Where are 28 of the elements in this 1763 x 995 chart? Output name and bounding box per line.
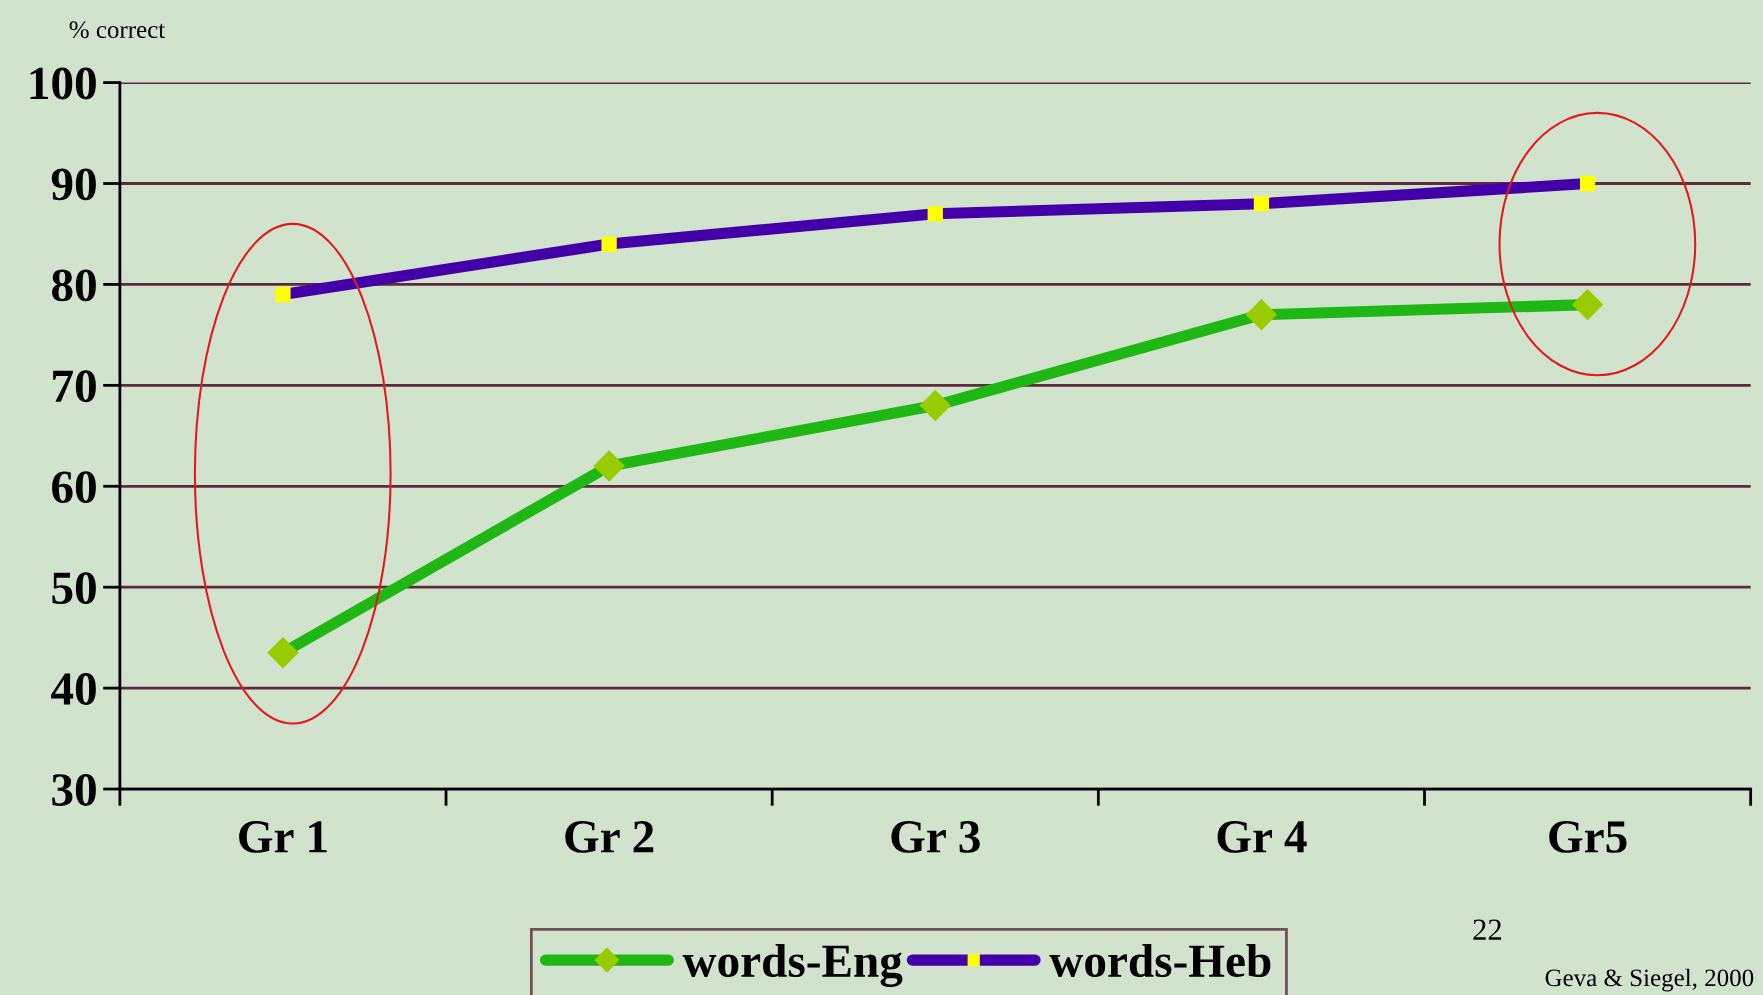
point [919, 389, 951, 422]
legend-label: words-Eng [682, 943, 903, 988]
point [927, 206, 943, 222]
point [275, 286, 291, 303]
point [1245, 298, 1278, 331]
point [1579, 175, 1596, 192]
x-tick-label: Gr 1 [239, 821, 327, 853]
y-tick-label: 90 [51, 168, 96, 201]
y-tick-label: 100 [30, 67, 96, 100]
point [267, 637, 299, 669]
point [593, 450, 625, 482]
y-tick-label: 70 [53, 370, 96, 403]
text: 22 [1473, 919, 1501, 940]
y-axis-title: % correct [69, 21, 166, 39]
text: Geva & Siegel, 2000 [1545, 968, 1754, 992]
point [1571, 288, 1604, 321]
point [1253, 196, 1270, 212]
point [601, 236, 617, 252]
y-tick-label: 80 [52, 269, 96, 302]
y-tick-label: 40 [51, 673, 96, 705]
x-tick-label: Gr 3 [891, 821, 980, 853]
x-tick-label: Gr 4 [1217, 821, 1307, 853]
x-tick-label: Gr5 [1549, 821, 1627, 853]
y-tick-label: 30 [52, 774, 96, 806]
y-tick-label: 60 [52, 471, 96, 504]
y-tick-label: 50 [52, 572, 96, 605]
x-tick-label: Gr 2 [565, 821, 654, 853]
legend-label: words-Heb [1049, 943, 1271, 978]
